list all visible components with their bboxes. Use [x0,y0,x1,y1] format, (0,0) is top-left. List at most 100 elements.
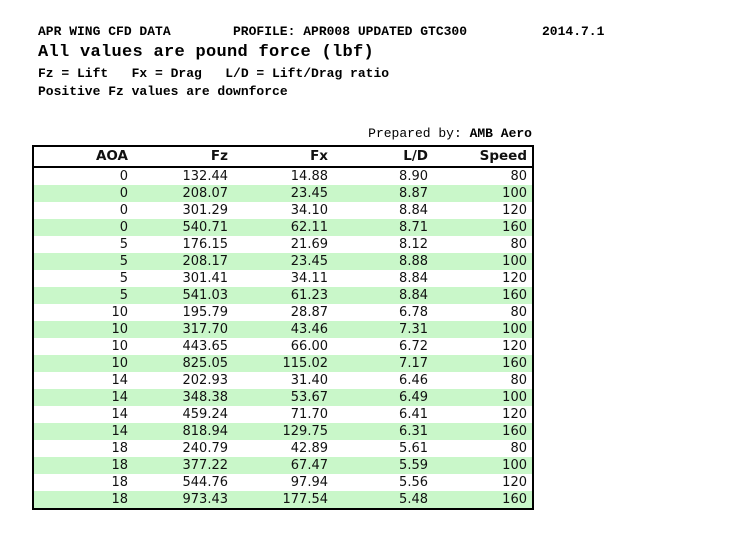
cell: 100 [502,458,527,473]
cell: 544.76 [182,475,229,490]
doc-title: APR WING CFD DATA [38,24,171,39]
doc-note: Positive Fz values are downforce [38,84,288,99]
cell: 5 [119,254,128,269]
table-row: 0 540.71 62.11 8.71 160 [33,219,533,236]
cell: 6.49 [399,390,428,405]
cell: 8.12 [399,237,428,252]
cell: 5 [119,237,128,252]
cell: 31.40 [290,373,328,388]
cell: 0 [119,203,128,218]
table-row: 10 825.05 115.02 7.17 160 [33,355,533,372]
cell: 120 [502,407,527,422]
cell: 825.05 [182,356,229,371]
cell: 8.84 [399,288,428,303]
cell: 120 [502,475,527,490]
cell: 301.41 [182,271,229,286]
cell: 14 [111,373,128,388]
table-row: 14 202.93 31.40 6.46 80 [33,372,533,389]
table-row: 14 348.38 53.67 6.49 100 [33,389,533,406]
cell: 10 [111,339,128,354]
table-row: 14 459.24 71.70 6.41 120 [33,406,533,423]
cell: 459.24 [182,407,229,422]
cell: 8.90 [399,169,428,184]
table-header-row: AOA Fz Fx L/D Speed [33,146,533,167]
table-row: 5 176.15 21.69 8.12 80 [33,236,533,253]
cell: 208.17 [182,254,229,269]
cell: 100 [502,186,527,201]
cell: 80 [510,237,527,252]
cell: 34.11 [290,271,328,286]
cell: 100 [502,322,527,337]
table-row: 18 973.43 177.54 5.48 160 [33,491,533,509]
cell: 540.71 [182,220,229,235]
table-row: 14 818.94 129.75 6.31 160 [33,423,533,440]
cell: 34.10 [290,203,328,218]
cell: 80 [510,441,527,456]
cell: 0 [119,169,128,184]
cell: 5 [119,288,128,303]
cell: 195.79 [182,305,229,320]
cell: 6.72 [399,339,428,354]
cell: 18 [111,492,128,507]
column-header-speed: Speed [479,148,527,164]
table-row: 10 443.65 66.00 6.72 120 [33,338,533,355]
cell: 10 [111,356,128,371]
cell: 66.00 [290,339,328,354]
cell: 5.59 [399,458,428,473]
cell: 818.94 [182,424,229,439]
doc-legend: Fz = Lift Fx = Drag L/D = Lift/Drag rati… [38,66,390,81]
cell: 377.22 [182,458,229,473]
column-header-fz: Fz [210,148,228,164]
cell: 0 [119,220,128,235]
cell: 23.45 [290,254,328,269]
cell: 160 [502,220,527,235]
cell: 61.23 [290,288,328,303]
cell: 43.46 [290,322,328,337]
cell: 71.70 [290,407,328,422]
cell: 23.45 [290,186,328,201]
cell: 160 [502,356,527,371]
cell: 97.94 [290,475,328,490]
cell: 14 [111,424,128,439]
cell: 21.69 [290,237,328,252]
cell: 14 [111,390,128,405]
cell: 132.44 [182,169,229,184]
cell: 129.75 [282,424,329,439]
cell: 28.87 [290,305,328,320]
cell: 443.65 [182,339,229,354]
cell: 120 [502,203,527,218]
cell: 10 [111,322,128,337]
cell: 62.11 [290,220,328,235]
doc-profile: PROFILE: APR008 UPDATED GTC300 [233,24,468,39]
cell: 160 [502,424,527,439]
table-row: 0 132.44 14.88 8.90 80 [33,167,533,185]
cell: 120 [502,271,527,286]
cell: 6.46 [399,373,428,388]
cell: 8.71 [399,220,428,235]
cell: 53.67 [290,390,328,405]
cell: 80 [510,373,527,388]
cell: 8.84 [399,271,428,286]
cell: 10 [111,305,128,320]
table-row: 5 541.03 61.23 8.84 160 [33,287,533,304]
table-row: 18 377.22 67.47 5.59 100 [33,457,533,474]
table-row: 5 301.41 34.11 8.84 120 [33,270,533,287]
table-row: 10 317.70 43.46 7.31 100 [33,321,533,338]
column-header-l-d: L/D [403,148,428,164]
table-row: 5 208.17 23.45 8.88 100 [33,253,533,270]
column-header-aoa: AOA [95,148,128,164]
cell: 317.70 [182,322,229,337]
cell: 80 [510,169,527,184]
cell: 80 [510,305,527,320]
cell: 541.03 [182,288,229,303]
prepared-by-value: AMB Aero [469,126,532,141]
cell: 8.84 [399,203,428,218]
prepared-by-label: Prepared by: [368,126,470,141]
cell: 5 [119,271,128,286]
cell: 100 [502,390,527,405]
table-header: AOA Fz Fx L/D Speed [33,146,533,167]
cell: 7.31 [399,322,428,337]
cell: 301.29 [182,203,229,218]
cell: 240.79 [182,441,229,456]
